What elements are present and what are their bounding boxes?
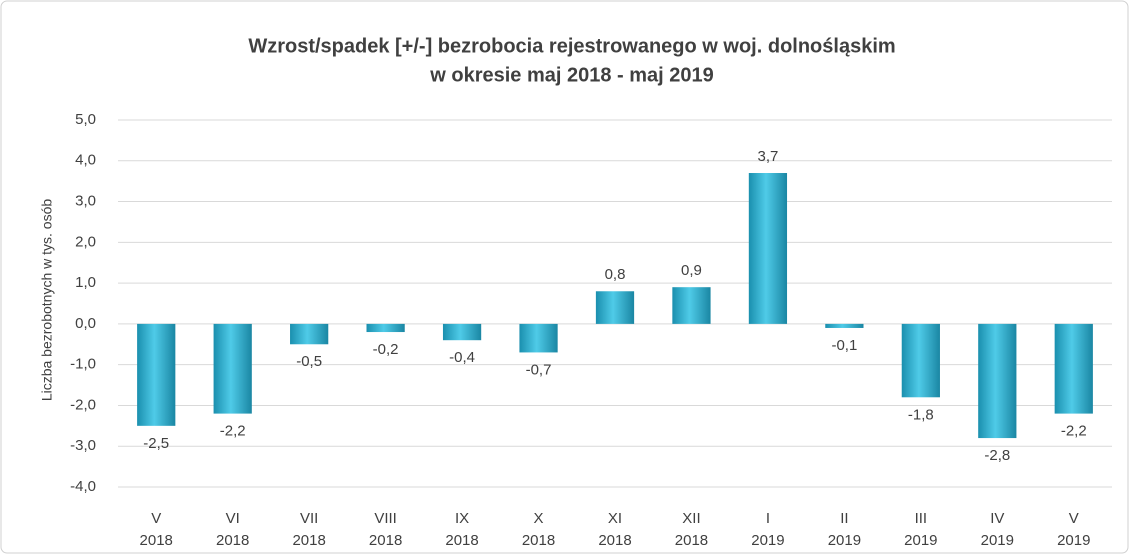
x-tick-label: 2018	[369, 532, 402, 549]
x-tick-label: VIII	[374, 510, 397, 527]
y-tick-label: 1,0	[75, 274, 96, 291]
x-tick-label: V	[1069, 510, 1079, 527]
y-tick-label: -4,0	[70, 478, 96, 495]
value-label: -2,8	[984, 447, 1010, 464]
bar	[213, 323, 252, 414]
x-tick-label: IX	[455, 510, 469, 527]
x-tick-label: V	[151, 510, 161, 527]
value-label: -0,4	[449, 349, 475, 366]
y-tick-label: -3,0	[70, 437, 96, 454]
x-tick-label: XI	[608, 510, 622, 527]
bar	[595, 291, 635, 324]
bar	[366, 323, 405, 333]
value-label: 3,7	[757, 148, 778, 165]
value-label: -2,5	[143, 435, 169, 452]
y-tick-label: 5,0	[75, 111, 96, 128]
x-tick-label: 2018	[292, 532, 325, 549]
x-tick-label: 2019	[981, 532, 1014, 549]
bar	[137, 323, 176, 426]
x-tick-label: 2018	[216, 532, 249, 549]
x-tick-label: 2019	[1057, 532, 1090, 549]
x-tick-label: II	[840, 510, 848, 527]
y-tick-label: 3,0	[75, 193, 96, 210]
value-label: -2,2	[220, 423, 246, 440]
x-tick-label: IV	[990, 510, 1004, 527]
x-tick-label: 2019	[751, 532, 784, 549]
x-tick-label: 2018	[445, 532, 478, 549]
bar	[825, 323, 864, 328]
x-tick-label: 2019	[904, 532, 937, 549]
bar	[901, 323, 940, 398]
y-tick-label: -2,0	[70, 396, 96, 413]
bar	[290, 323, 329, 345]
x-tick-label: 2018	[522, 532, 555, 549]
x-tick-label: X	[534, 510, 544, 527]
x-tick-label: VI	[226, 510, 240, 527]
bar	[519, 323, 558, 353]
bar	[1054, 323, 1093, 414]
value-label: 0,9	[681, 262, 702, 279]
x-tick-label: 2018	[675, 532, 708, 549]
value-label: 0,8	[605, 266, 626, 283]
bar	[672, 287, 711, 324]
x-tick-label: XII	[682, 510, 700, 527]
value-label: -0,7	[526, 361, 552, 378]
x-tick-label: III	[915, 510, 928, 527]
value-label: -2,2	[1061, 423, 1087, 440]
y-tick-label: 4,0	[75, 152, 96, 169]
y-axis-label: Liczba bezrobotnych w tys. osób	[39, 199, 55, 402]
value-label: -1,8	[908, 406, 934, 423]
bar	[442, 323, 482, 341]
y-tick-label: -1,0	[70, 356, 96, 373]
chart-title: w okresie maj 2018 - maj 2019	[429, 64, 714, 86]
y-tick-label: 2,0	[75, 233, 96, 250]
bar	[748, 173, 788, 324]
value-label: -0,1	[831, 337, 857, 354]
value-label: -0,5	[296, 353, 322, 370]
x-tick-label: I	[766, 510, 770, 527]
chart-title: Wzrost/spadek [+/-] bezrobocia rejestrow…	[248, 35, 895, 57]
x-tick-label: 2018	[140, 532, 173, 549]
value-label: -0,2	[373, 341, 399, 358]
x-tick-label: 2019	[828, 532, 861, 549]
y-tick-label: 0,0	[75, 315, 96, 332]
bar	[978, 323, 1017, 439]
x-tick-label: VII	[300, 510, 318, 527]
x-tick-label: 2018	[598, 532, 631, 549]
